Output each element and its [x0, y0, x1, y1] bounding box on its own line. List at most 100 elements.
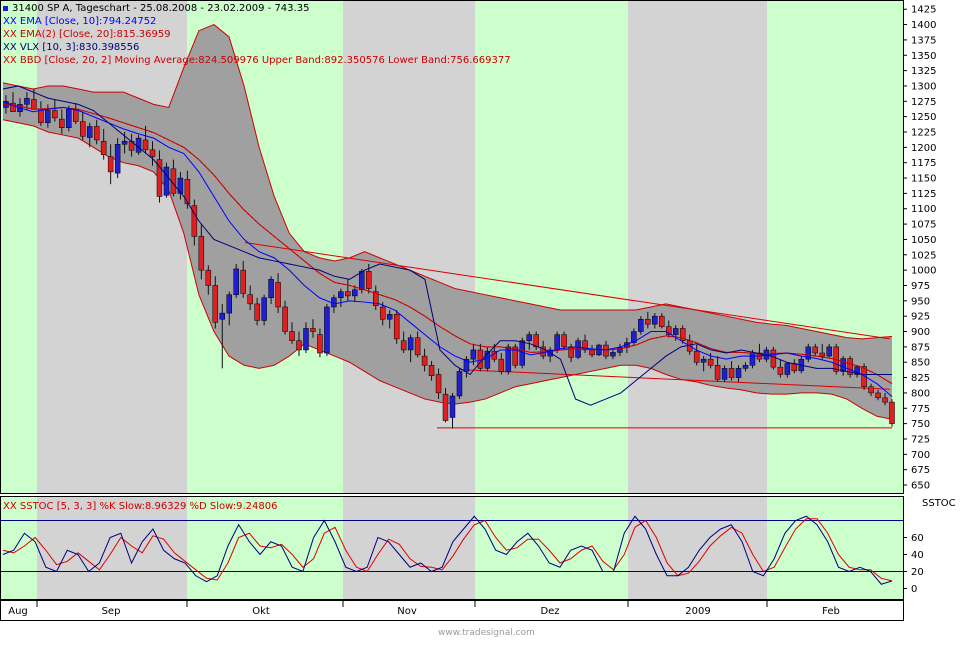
- month-band: [767, 0, 903, 493]
- y-tick-label: 1125: [911, 189, 936, 200]
- candle-body: [721, 368, 728, 380]
- y-tick-label: 750: [911, 419, 930, 430]
- month-band: [628, 0, 767, 493]
- candle-body: [100, 140, 107, 155]
- candle-body: [38, 109, 44, 124]
- candle-body: [700, 358, 707, 363]
- candle-body: [10, 102, 16, 112]
- y-tick-label: 850: [911, 358, 930, 369]
- candle-body: [533, 334, 539, 348]
- candle-body: [282, 306, 288, 332]
- y-tick-label: 950: [911, 296, 930, 307]
- candle-body: [645, 319, 651, 325]
- candle-body: [45, 110, 51, 124]
- candle-body: [331, 297, 337, 308]
- candle-body: [568, 346, 574, 358]
- candle-body: [679, 328, 686, 341]
- x-month-label: Okt: [252, 606, 270, 617]
- candle-body: [456, 371, 463, 397]
- candle-body: [233, 268, 239, 295]
- bollinger-upper-line: [2, 23, 893, 340]
- candle-body: [79, 121, 86, 137]
- candle-body: [631, 331, 637, 343]
- candle-body: [407, 337, 414, 351]
- candle-body: [107, 156, 114, 173]
- y-tick-label: 700: [911, 450, 930, 461]
- candle-body: [882, 397, 888, 403]
- y-tick-label: 1025: [911, 250, 936, 261]
- candle-body: [372, 291, 379, 306]
- candle-body: [749, 352, 756, 366]
- y-tick-label: 1350: [911, 51, 936, 62]
- candle-body: [359, 271, 365, 291]
- candle-body: [114, 144, 121, 174]
- candle-body: [435, 374, 442, 394]
- candle-body: [324, 306, 330, 354]
- candle-body: [707, 358, 714, 366]
- candle-body: [603, 344, 609, 357]
- candle-body: [163, 166, 170, 196]
- y-tick-label: 1200: [911, 143, 936, 154]
- y-tick-label: 925: [911, 312, 930, 323]
- chart-title: 31400 SP A, Tageschart - 25.08.2008 - 23…: [12, 3, 310, 14]
- candle-body: [205, 269, 212, 286]
- y-tick-label: 1050: [911, 235, 936, 246]
- candle-body: [212, 285, 219, 323]
- candle-body: [345, 291, 351, 297]
- oscillator-y-tick-label: 60: [911, 533, 924, 544]
- month-band: [343, 0, 475, 493]
- y-tick-label: 825: [911, 373, 930, 384]
- legend-sstoc[interactable]: XX SSTOC [5, 3, 3] %K Slow:8.96329 %D Sl…: [3, 501, 278, 512]
- candle-body: [400, 340, 407, 351]
- candle-body: [554, 334, 560, 351]
- month-band: [0, 0, 37, 493]
- y-tick-label: 1300: [911, 81, 936, 92]
- y-tick-label: 1075: [911, 220, 936, 231]
- y-tick-label: 1325: [911, 66, 936, 77]
- candle-body: [268, 279, 274, 299]
- candle-body: [442, 393, 449, 421]
- candle-body: [875, 392, 881, 399]
- y-tick-label: 1425: [911, 5, 936, 16]
- candle-body: [86, 126, 93, 138]
- candle-body: [735, 368, 742, 378]
- legend-ema20[interactable]: XX EMA(2) [Close, 20]:815.36959: [3, 29, 171, 40]
- legend-ema10[interactable]: XX EMA [Close, 10]:794.24752: [3, 16, 157, 27]
- candle-body: [659, 315, 665, 327]
- y-tick-label: 1100: [911, 204, 936, 215]
- candle-body: [156, 159, 163, 197]
- y-tick-label: 650: [911, 481, 930, 492]
- y-tick-label: 1275: [911, 97, 936, 108]
- candle-body: [666, 326, 672, 335]
- candle-body: [847, 358, 853, 375]
- candle-body: [289, 331, 295, 341]
- legend-vlx[interactable]: XX VLX [10, 3]:830.398556: [3, 42, 140, 53]
- month-band: [37, 0, 187, 493]
- oscillator-y-tick-label: 20: [911, 567, 924, 578]
- month-band: [0, 496, 37, 599]
- x-month-label: Aug: [8, 606, 28, 617]
- candle-body: [652, 315, 658, 325]
- x-month-label: Dez: [540, 606, 559, 617]
- candle-body: [484, 350, 491, 369]
- candle-body: [149, 149, 156, 157]
- legend-bbd[interactable]: XX BBD [Close, 20, 2] Moving Average:824…: [3, 55, 511, 66]
- sstoc-d-line: [2, 518, 893, 582]
- candle-body: [414, 337, 421, 356]
- candle-body: [275, 282, 281, 308]
- candle-body: [261, 297, 267, 321]
- candle-body: [693, 350, 700, 363]
- candle-body: [672, 328, 679, 335]
- month-band: [343, 496, 475, 599]
- candle-body: [366, 271, 372, 289]
- x-axis-strip: [0, 600, 904, 621]
- candle-body: [303, 328, 309, 351]
- y-tick-label: 775: [911, 404, 930, 415]
- candle-body: [226, 294, 232, 314]
- candle-body: [589, 349, 595, 356]
- candle-body: [184, 179, 191, 205]
- oscillator-panel-frame: [0, 496, 904, 600]
- ema20-line: [2, 103, 893, 385]
- x-month-label: Nov: [397, 606, 417, 617]
